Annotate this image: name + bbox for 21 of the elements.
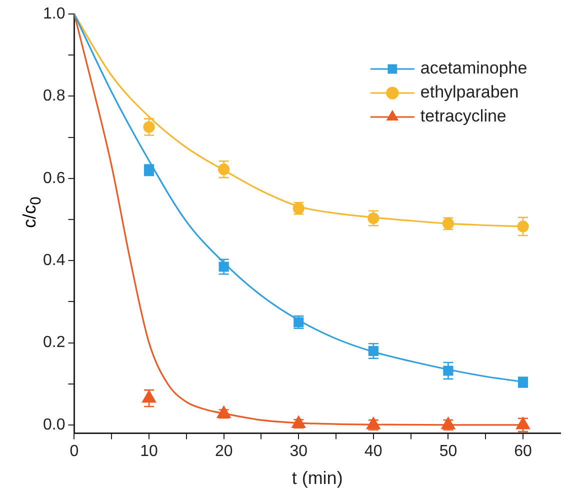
x-tick-label: 20 — [214, 443, 233, 460]
x-tick-label: 0 — [70, 443, 79, 460]
y-tick-label: 0.4 — [42, 252, 66, 269]
legend-label: tetracycline — [420, 106, 506, 126]
x-tick-label: 60 — [514, 443, 532, 460]
point — [216, 406, 231, 418]
x-tick-label: 10 — [140, 443, 158, 460]
legend-label: acetaminophe — [420, 58, 528, 78]
y-tick-label: 1.0 — [42, 5, 66, 22]
text: 0.0 — [42, 416, 66, 434]
x-tick-label: 30 — [290, 443, 308, 460]
point — [368, 346, 378, 356]
legend-label: ethylparaben — [420, 82, 519, 102]
y-tick-label: 0.6 — [42, 170, 66, 187]
point — [218, 164, 230, 176]
y-tick-label: 0.2 — [42, 334, 66, 352]
x-tick-label: 40 — [364, 443, 382, 460]
x-axis-title: t (min) — [292, 468, 343, 488]
point — [517, 220, 529, 232]
y-tick-label: 0.8 — [42, 88, 66, 105]
x-tick-label: 50 — [439, 443, 458, 460]
